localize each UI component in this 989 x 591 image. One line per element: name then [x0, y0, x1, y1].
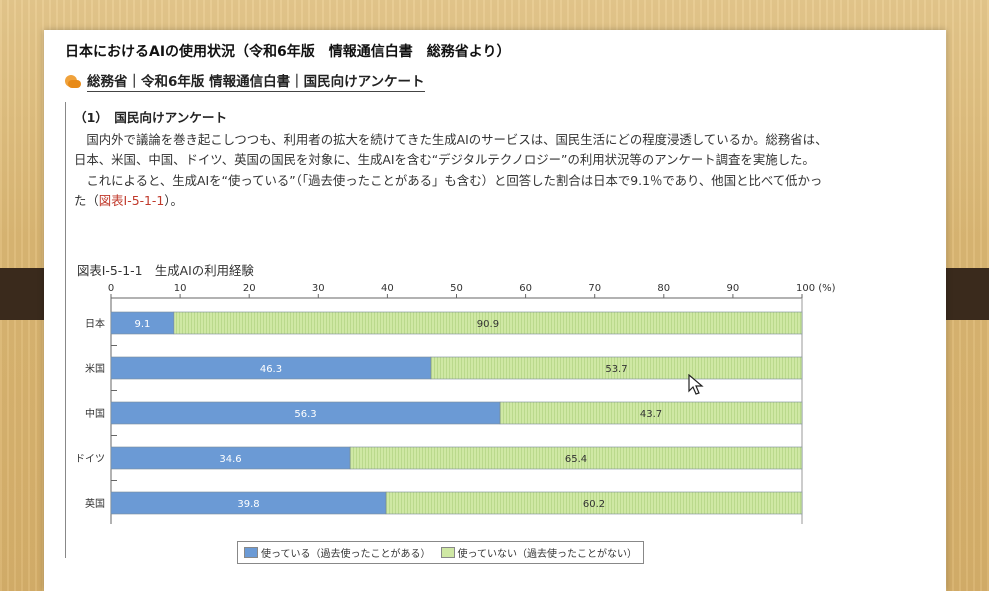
category-label: 英国 — [85, 497, 105, 510]
bar-unused — [349, 446, 803, 470]
section-heading: （1） 国民向けアンケート — [74, 110, 228, 125]
legend-swatch-unused — [440, 547, 455, 558]
bar-value-label: 65.4 — [565, 454, 587, 465]
bar-value-label: 46.3 — [260, 364, 282, 375]
legend-item-used: 使っている（過去使ったことがある） — [244, 545, 431, 560]
x-tick-label: 80 — [657, 283, 670, 294]
paragraph-2-text: これによると、生成AIを“使っている”（「過去使ったことがある」も含む）と回答し… — [74, 172, 823, 209]
bar-value-label: 9.1 — [134, 319, 150, 330]
x-tick-label: 40 — [381, 283, 394, 294]
mouse-pointer-icon — [688, 374, 704, 395]
left-dark-band — [0, 268, 44, 320]
category-label: 日本 — [85, 317, 105, 330]
chart-legend: 使っている（過去使ったことがある） 使っていない（過去使ったことがない） — [237, 541, 644, 564]
right-dark-band — [945, 268, 989, 320]
breadcrumb[interactable]: 総務省｜令和6年版 情報通信白書｜国民向けアンケート — [65, 70, 926, 92]
paragraph-1: 国内外で議論を巻き起こしつつも、利用者の拡大を続けてきた生成AIのサービスは、国… — [74, 131, 828, 168]
x-tick-label: 50 — [450, 283, 463, 294]
bar-value-label: 34.6 — [219, 454, 241, 465]
x-tick-label: 20 — [243, 283, 256, 294]
x-tick-label: 60 — [519, 283, 532, 294]
paragraph-2: これによると、生成AIを“使っている”（「過去使ったことがある」も含む）と回答し… — [74, 171, 834, 212]
bar-value-label: 90.9 — [477, 319, 499, 330]
bar-unused — [173, 311, 803, 335]
page-title: 日本におけるAIの使用状況（令和6年版 情報通信白書 総務省より） — [65, 44, 511, 60]
legend-label-unused: 使っていない（過去使ったことがない） — [457, 549, 638, 560]
bar-unused — [430, 356, 803, 380]
bar-value-label: 56.3 — [294, 409, 316, 420]
legend-swatch-used — [244, 547, 258, 558]
legend-item-unused: 使っていない（過去使ったことがない） — [440, 545, 638, 560]
breadcrumb-text[interactable]: 総務省｜令和6年版 情報通信白書｜国民向けアンケート — [87, 70, 425, 92]
usage-chart: 0 10 20 30 40 50 60 70 80 90 100 (%) 日本 9.1 90.9 米国 46.… — [75, 283, 836, 524]
figure-link[interactable]: 図表Ⅰ-5-1-1 — [98, 193, 165, 208]
article-body: （1） 国民向けアンケート 国内外で議論を巻き起こしつつも、利用者の拡大を続けて… — [74, 108, 834, 212]
x-tick-label: 90 — [727, 283, 740, 294]
content-divider — [65, 102, 66, 558]
bar-value-label: 60.2 — [583, 499, 605, 510]
x-tick-label: 10 — [174, 283, 187, 294]
slide-page: 日本におけるAIの使用状況（令和6年版 情報通信白書 総務省より） 総務省｜令和… — [44, 30, 946, 591]
x-tick-label: 30 — [312, 283, 325, 294]
x-tick-label: 100 (%) — [796, 283, 836, 294]
figure-title: 図表Ⅰ-5-1-1 生成AIの利用経験 — [77, 263, 254, 278]
bar-unused — [385, 491, 803, 515]
x-tick-label: 70 — [588, 283, 601, 294]
bar-value-label: 43.7 — [640, 409, 662, 420]
bar-unused — [499, 401, 803, 425]
speech-bubble-icon — [65, 74, 81, 88]
x-tick-label: 0 — [108, 283, 114, 294]
paragraph-2-end: ）。 — [164, 193, 183, 208]
bar-value-label: 39.8 — [237, 499, 259, 510]
category-label: ドイツ — [75, 454, 105, 465]
category-label: 中国 — [85, 407, 105, 420]
legend-label-used: 使っている（過去使ったことがある） — [261, 549, 431, 560]
bar-value-label: 53.7 — [605, 364, 627, 375]
category-label: 米国 — [85, 362, 105, 375]
